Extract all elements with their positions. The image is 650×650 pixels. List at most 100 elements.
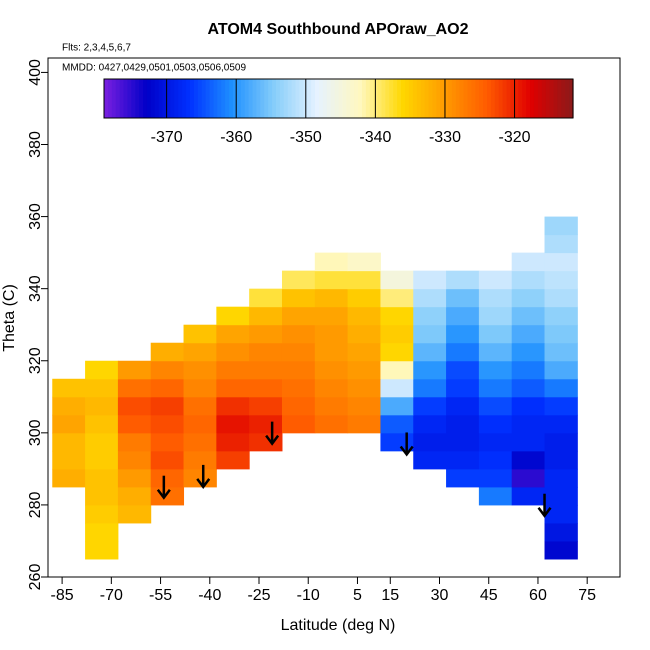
arrow [399,432,414,457]
colorbar-swatch [451,79,457,118]
cell [314,360,349,380]
colorbar-swatch [412,79,418,118]
cell [85,450,119,470]
x-tick-label: 45 [480,587,498,604]
cell [380,432,414,452]
colorbar-swatch [197,79,203,118]
colorbar-swatch [272,79,277,118]
colorbar-swatch [268,79,273,118]
colorbar-swatch [182,79,187,118]
colorbar-swatch [459,79,465,118]
cell [249,306,283,326]
cell [183,360,217,380]
y-tick-label: 300 [27,419,44,446]
cell [281,414,316,434]
colorbar-swatch [561,79,566,118]
cell [511,468,546,488]
colorbar-swatch [361,79,367,118]
cell [544,360,578,380]
colorbar-swatch [447,79,453,118]
colorbar-swatch [502,79,508,118]
colorbar-swatch [358,79,363,118]
colorbar-swatch [225,79,230,118]
cell [380,342,414,362]
cell [413,378,447,398]
cell [183,450,217,470]
cell [183,468,217,488]
cell [478,378,513,398]
cell [347,288,381,308]
cell [314,306,349,326]
colorbar-swatch [213,79,218,118]
colorbar-tick-label: -320 [499,129,531,146]
cell [413,270,447,290]
cell [249,432,283,452]
cell [478,360,513,380]
colorbar-swatch [299,79,304,118]
colorbar-swatch [326,79,332,118]
colorbar-swatch [318,79,324,118]
cell [544,414,578,434]
colorbar-swatch [373,79,379,118]
colorbar-swatch [506,79,512,118]
cell [544,378,578,398]
colorbar-swatch [166,79,172,118]
colorbar-swatch [494,79,500,118]
chart-title: ATOM4 Southbound APOraw_AO2 [207,21,468,38]
colorbar-swatch [104,79,109,118]
cell [52,432,86,452]
cell [478,396,513,416]
arrow-head [399,445,414,457]
cell [544,216,578,236]
colorbar-swatch [143,79,148,118]
cell [52,378,86,398]
colorbar-swatch [557,79,562,118]
colorbar-swatch [127,79,132,118]
colorbar-swatch [404,79,410,118]
x-tick-label: 15 [381,587,399,604]
arrow-head [196,478,211,489]
y-tick-label: 400 [27,59,44,86]
cell [314,252,349,272]
cell [117,486,152,506]
cell [446,306,480,326]
cell [150,450,185,470]
cell [478,306,513,326]
cell [183,324,217,344]
cell [413,396,447,416]
colorbar-tick-label: -330 [429,129,461,146]
colorbar-swatch [107,79,113,118]
colorbar-swatch [307,79,312,118]
cell [249,378,283,398]
cell [413,324,447,344]
colorbar-swatch [279,79,285,118]
colorbar-swatch [221,79,226,118]
colorbar-swatch [569,79,574,118]
colorbar-swatch [483,79,488,118]
cell [511,396,546,416]
colorbar-swatch [334,79,340,118]
colorbar-swatch [311,79,316,118]
colorbar-swatch [162,79,168,118]
colorbar-swatch [291,79,297,118]
colorbar-swatch [189,79,195,118]
colorbar-swatch [471,79,476,118]
cell [216,306,250,326]
colorbar-swatch [244,79,250,118]
cell [85,522,119,542]
colorbar-swatch [385,79,390,118]
cell [314,324,349,344]
cell [446,270,480,290]
cell [544,450,578,470]
cell [544,288,578,308]
cell [216,324,250,344]
x-tick-label: -40 [198,587,221,604]
cell [183,414,217,434]
cell [281,270,316,290]
colorbar-swatch [389,79,394,118]
cell [347,324,381,344]
arrow [196,464,211,489]
x-tick-label: -70 [100,587,123,604]
cell [544,270,578,290]
arrow [265,421,280,446]
